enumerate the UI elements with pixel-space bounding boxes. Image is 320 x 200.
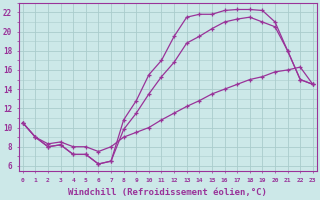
X-axis label: Windchill (Refroidissement éolien,°C): Windchill (Refroidissement éolien,°C)	[68, 188, 267, 197]
